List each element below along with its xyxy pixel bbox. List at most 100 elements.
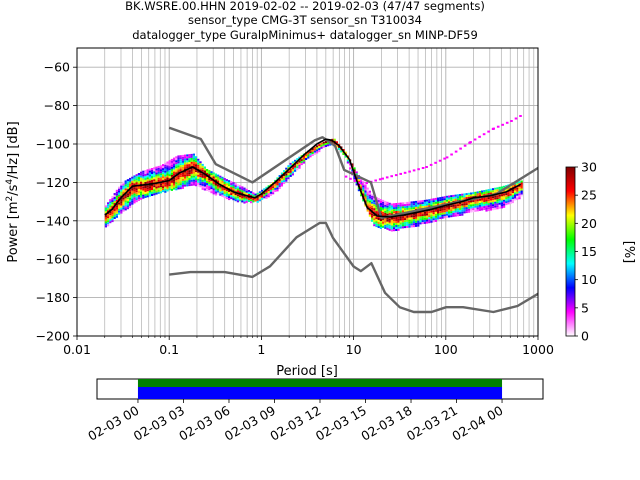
density-cell bbox=[256, 198, 259, 201]
density-cell bbox=[140, 177, 143, 180]
density-cell bbox=[234, 199, 237, 202]
density-cell bbox=[142, 190, 145, 193]
density-cell bbox=[243, 189, 246, 192]
density-cell bbox=[153, 189, 156, 192]
density-cell bbox=[137, 191, 140, 193]
density-cell bbox=[179, 157, 182, 160]
density-cell bbox=[175, 184, 178, 187]
density-cell bbox=[184, 170, 187, 173]
density-cell bbox=[373, 210, 376, 213]
density-cell bbox=[445, 209, 448, 212]
density-cell bbox=[175, 166, 178, 169]
density-cell bbox=[377, 220, 380, 222]
density-cell bbox=[452, 206, 455, 209]
density-cell bbox=[159, 185, 162, 188]
density-cell bbox=[393, 205, 396, 208]
density-cell bbox=[236, 184, 239, 187]
density-cell bbox=[509, 193, 512, 196]
density-cell bbox=[159, 189, 162, 192]
density-cell bbox=[124, 194, 127, 197]
outlier-cell bbox=[417, 168, 420, 171]
density-cell bbox=[410, 201, 413, 204]
density-cell bbox=[155, 178, 158, 181]
density-cell bbox=[496, 195, 499, 198]
density-cell bbox=[357, 189, 360, 192]
density-cell bbox=[129, 193, 132, 196]
density-cell bbox=[201, 183, 204, 186]
density-cell bbox=[173, 157, 176, 160]
density-cell bbox=[386, 203, 389, 206]
density-cell bbox=[217, 186, 220, 189]
density-cell bbox=[371, 195, 374, 198]
density-cell bbox=[439, 203, 442, 206]
density-cell bbox=[274, 183, 277, 186]
density-cell bbox=[432, 218, 435, 221]
density-cell bbox=[170, 168, 173, 171]
density-cell bbox=[153, 185, 156, 188]
density-cell bbox=[208, 178, 211, 181]
density-cell bbox=[107, 210, 110, 213]
density-cell bbox=[206, 183, 209, 185]
density-cell bbox=[133, 187, 136, 190]
density-cell bbox=[511, 185, 514, 188]
density-cell bbox=[430, 198, 433, 201]
density-cell bbox=[364, 190, 367, 193]
density-cell bbox=[509, 195, 512, 198]
density-cell bbox=[120, 199, 123, 202]
density-cell bbox=[408, 215, 411, 218]
density-cell bbox=[124, 202, 127, 205]
density-cell bbox=[188, 154, 191, 157]
density-cell bbox=[415, 224, 418, 227]
density-cell bbox=[155, 170, 158, 173]
density-cell bbox=[225, 179, 228, 182]
outlier-cell bbox=[403, 171, 407, 174]
density-cell bbox=[173, 177, 176, 180]
density-cell bbox=[494, 195, 497, 198]
density-cell bbox=[518, 189, 521, 192]
density-cell bbox=[166, 161, 169, 164]
density-cell bbox=[298, 160, 301, 163]
density-cell bbox=[344, 151, 347, 154]
density-cell bbox=[474, 201, 477, 204]
density-cell bbox=[190, 163, 193, 166]
density-cell bbox=[199, 177, 202, 180]
density-cell bbox=[307, 152, 310, 155]
density-cell bbox=[195, 182, 198, 185]
density-cell bbox=[520, 180, 523, 183]
density-cell bbox=[217, 192, 220, 195]
density-cell bbox=[478, 194, 481, 197]
density-cell bbox=[137, 177, 140, 179]
density-cell bbox=[197, 174, 200, 177]
density-cell bbox=[170, 170, 173, 173]
density-cell bbox=[122, 205, 125, 208]
density-cell bbox=[426, 213, 429, 216]
density-cell bbox=[393, 223, 396, 226]
density-cell bbox=[316, 145, 319, 148]
density-cell bbox=[206, 173, 209, 175]
density-cell bbox=[122, 191, 125, 194]
density-cell bbox=[399, 216, 402, 219]
density-cell bbox=[476, 205, 479, 208]
density-cell bbox=[302, 159, 305, 162]
x-axis-ticks: 0.01 0.1 1 10 100 1000 bbox=[63, 336, 554, 357]
density-cell bbox=[417, 224, 420, 227]
density-cell bbox=[404, 202, 407, 205]
density-cell bbox=[305, 154, 308, 156]
density-cell bbox=[443, 206, 446, 209]
outlier-cell bbox=[399, 172, 402, 175]
density-cell bbox=[197, 170, 200, 173]
density-cell bbox=[470, 206, 473, 209]
density-cell bbox=[397, 222, 400, 225]
density-cell bbox=[188, 158, 191, 161]
density-cell bbox=[120, 183, 123, 186]
density-cell bbox=[179, 163, 182, 166]
density-cell bbox=[459, 202, 462, 204]
density-cell bbox=[289, 174, 292, 177]
density-cell bbox=[375, 221, 378, 224]
density-cell bbox=[311, 150, 314, 152]
density-cell bbox=[485, 209, 488, 212]
density-cell bbox=[228, 198, 231, 201]
density-cell bbox=[494, 191, 497, 194]
density-cell bbox=[441, 214, 444, 217]
density-cell bbox=[142, 172, 145, 175]
